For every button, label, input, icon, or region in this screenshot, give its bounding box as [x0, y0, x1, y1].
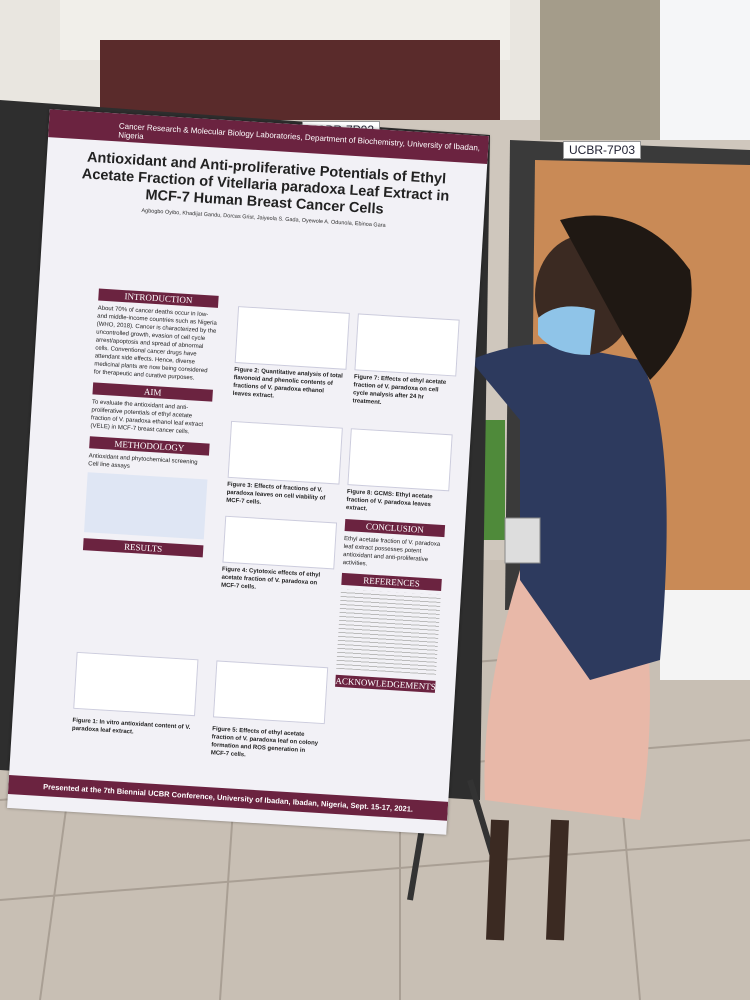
method-diagram [84, 472, 208, 540]
section-heading: RESULTS [82, 538, 204, 558]
reference-list [336, 588, 441, 675]
figure-image [212, 660, 329, 725]
figure-image [227, 420, 343, 485]
figure-caption: Figure 3: Effects of fractions of V. par… [226, 481, 326, 506]
face-mask [538, 306, 595, 355]
section-text: About 70% of cancer deaths occur in low-… [93, 305, 217, 382]
sky [655, 0, 750, 140]
section-heading: REFERENCES [341, 572, 442, 592]
poster: Cancer Research & Molecular Biology Labo… [7, 109, 489, 835]
white-panel [660, 590, 750, 680]
figure-image [234, 306, 350, 370]
figure-image [222, 515, 338, 570]
jacket [470, 344, 667, 680]
hair [560, 215, 692, 380]
figure-caption: Figure 5: Effects of ethyl acetate fract… [210, 726, 319, 759]
figure-caption: Figure 2: Quantitative analysis of total… [232, 366, 343, 400]
section-text: Ethyl acetate fraction of V. paradoxa le… [342, 535, 441, 568]
section-heading: ACKNOWLEDGEMENTS [335, 674, 437, 693]
right-column: CONCLUSION Ethyl acetate fraction of V. … [335, 513, 446, 697]
balcony [540, 0, 660, 140]
figure-caption: Figure 4: Cytotoxic effects of ethyl ace… [220, 566, 321, 591]
board-tag: UCBR-7P03 [563, 141, 642, 159]
figure-caption: Figure 7: Effects of ethyl acetate fract… [352, 374, 447, 407]
brick-wall [100, 40, 500, 120]
badge [504, 517, 541, 564]
legs [486, 819, 569, 941]
section-heading: CONCLUSION [344, 519, 446, 538]
section-text: To evaluate the antioxidant and anti-pro… [90, 399, 204, 436]
figure-image [73, 651, 199, 717]
figure-image [347, 428, 453, 492]
figure-image [354, 313, 460, 377]
figure-caption: Figure 1: In vitro antioxidant content o… [71, 717, 191, 736]
left-column: INTRODUCTION About 70% of cancer deaths … [82, 283, 219, 562]
